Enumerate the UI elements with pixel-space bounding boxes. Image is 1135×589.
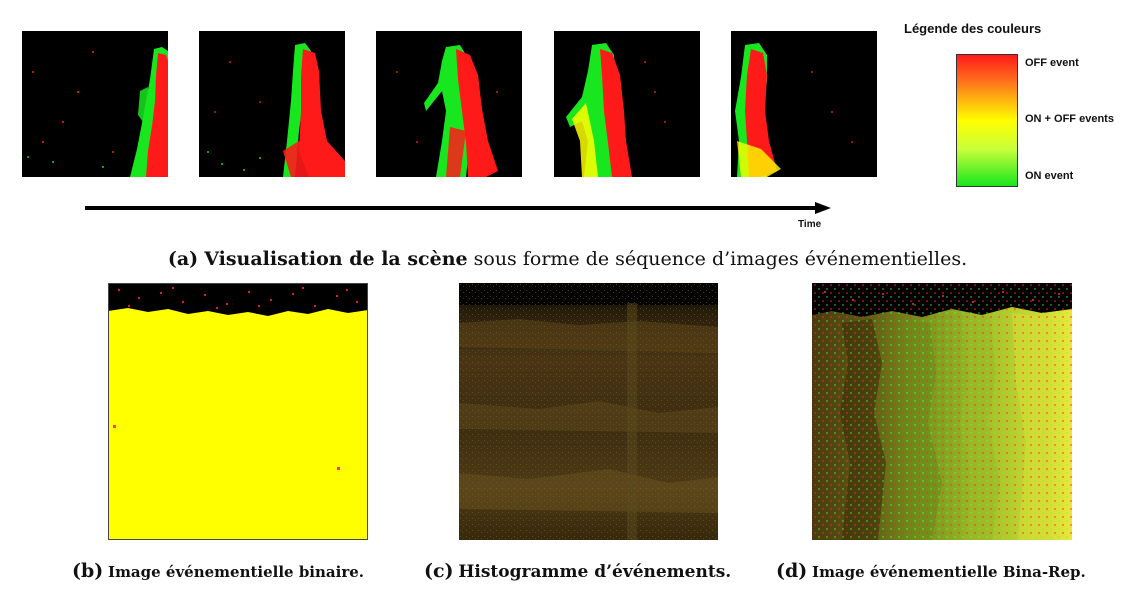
binary-event-image bbox=[108, 283, 368, 540]
caption-b-tag: (b) bbox=[72, 560, 104, 582]
legend-color-bar bbox=[956, 54, 1018, 187]
event-frame-5 bbox=[731, 31, 877, 177]
caption-a-tag: (a) bbox=[167, 248, 199, 270]
bina-rep-event-image bbox=[812, 283, 1072, 540]
caption-a: (a) Visualisation de la scène sous forme… bbox=[0, 248, 1135, 270]
caption-d: (d) Image événementielle Bina-Rep. bbox=[776, 560, 1086, 582]
caption-c: (c) Histogramme d’événements. bbox=[424, 560, 731, 582]
time-arrow bbox=[85, 200, 831, 216]
event-frame-1 bbox=[22, 31, 168, 177]
caption-d-tag: (d) bbox=[776, 560, 808, 582]
caption-a-bold: Visualisation de la scène bbox=[204, 248, 468, 270]
caption-b-text: Image événementielle binaire. bbox=[108, 563, 364, 581]
time-label: Time bbox=[798, 219, 822, 230]
caption-c-text: Histogramme d’événements. bbox=[458, 562, 732, 582]
caption-d-text: Image événementielle Bina-Rep. bbox=[812, 563, 1086, 581]
event-frame-3 bbox=[376, 31, 522, 177]
caption-c-tag: (c) bbox=[424, 560, 454, 582]
legend-title: Légende des couleurs bbox=[904, 21, 1042, 36]
event-histogram-image bbox=[459, 283, 718, 540]
legend-label-on: ON event bbox=[1025, 170, 1074, 182]
caption-b: (b) Image événementielle binaire. bbox=[72, 560, 364, 582]
caption-a-rest: sous forme de séquence d’images événemen… bbox=[467, 248, 968, 270]
legend-label-off: OFF event bbox=[1025, 57, 1079, 69]
event-frame-4 bbox=[554, 31, 700, 177]
legend-label-on-off: ON + OFF events bbox=[1025, 113, 1114, 125]
event-frame-2 bbox=[199, 31, 345, 177]
